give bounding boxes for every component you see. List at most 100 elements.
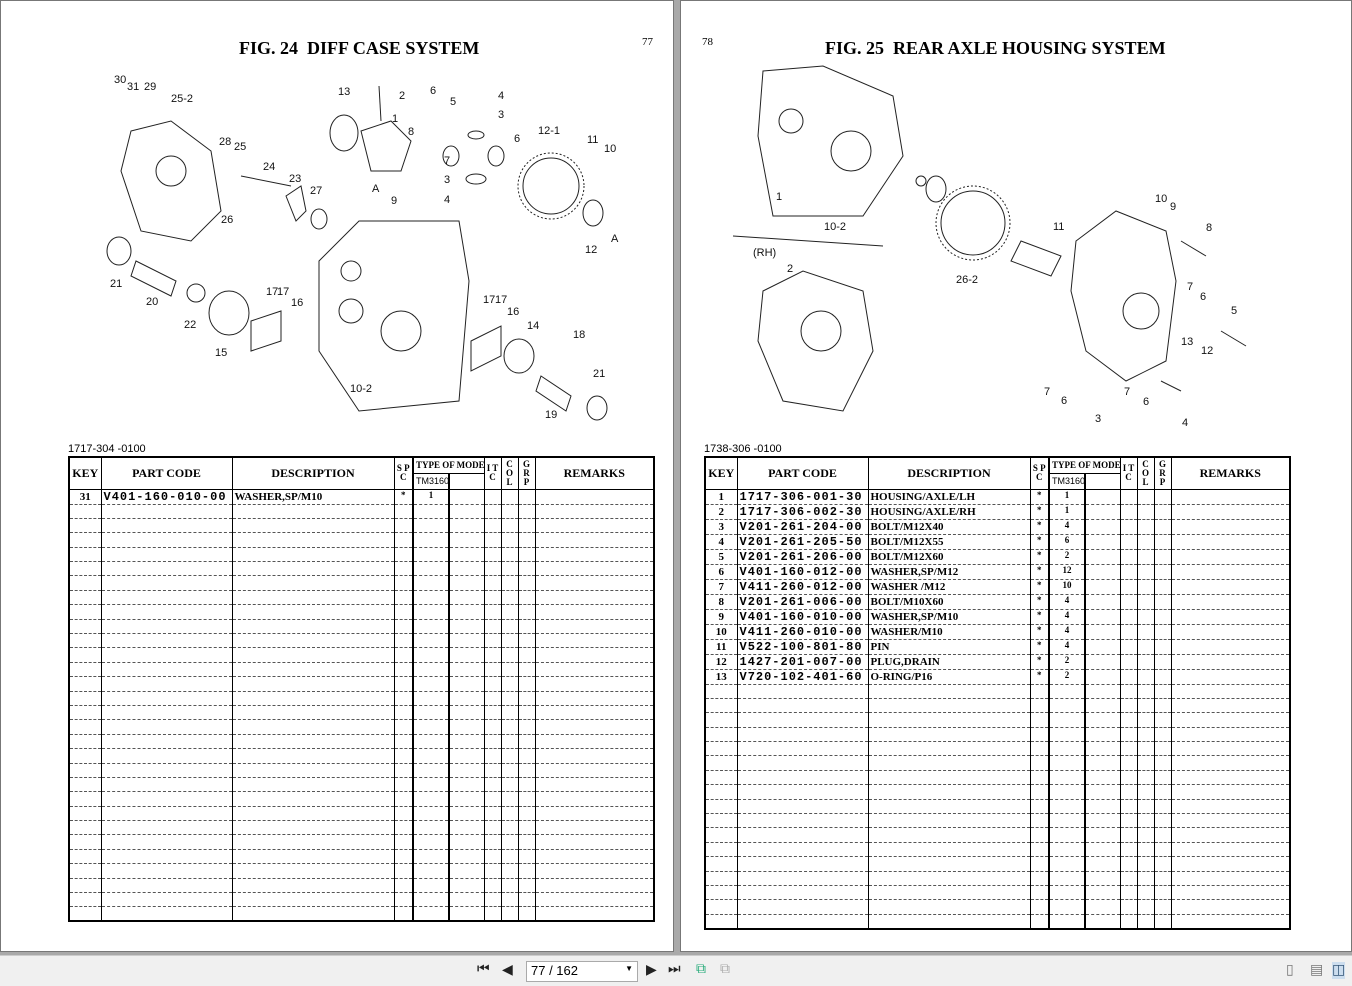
callout-label: 2 [787, 263, 794, 275]
callout-label: 10 [1155, 193, 1168, 205]
key-cell: 12 [704, 654, 738, 670]
last-page-icon[interactable]: ⏭ [668, 962, 681, 977]
table-row [704, 842, 1291, 858]
callout-label: A [372, 183, 380, 195]
next-page-icon[interactable]: ▶ [646, 963, 657, 978]
callout-label: A [611, 233, 619, 245]
spc-cell: * [1029, 519, 1050, 535]
table-row [68, 892, 655, 908]
continuous-icon[interactable]: ▤ [1310, 963, 1324, 978]
table-row [68, 878, 655, 894]
table-row: 2 1717-306-002-30 HOUSING/AXLE/RH * 1 [704, 504, 1291, 520]
callout-label: 7 [1124, 386, 1131, 398]
callout-label: 6 [514, 133, 521, 145]
callout-label: 26 [221, 214, 234, 226]
table-row: 13 V720-102-401-60 O-RING/P16 * 2 [704, 669, 1291, 685]
prev-page-icon[interactable]: ◀ [502, 963, 513, 978]
callout-label: 3 [1095, 413, 1102, 425]
callout-label: 10-2 [350, 383, 373, 395]
quantity-cell: 6 [1048, 534, 1086, 550]
table-row [704, 856, 1291, 872]
part-code-cell: V201-261-204-00 [736, 519, 869, 535]
key-cell: 5 [704, 549, 738, 565]
type-of-model-header: TYPE OF MODEL [411, 457, 485, 474]
spc-cell: * [1029, 624, 1050, 640]
callout-label: 6 [430, 85, 437, 97]
description-cell: BOLT/M10X60 [867, 594, 1031, 610]
table-row: 31 V401-160-010-00 WASHER,SP/M10 * 1 [68, 489, 655, 505]
quantity-cell: 1 [1048, 504, 1086, 520]
page-number-value: 77 / 162 [531, 963, 578, 978]
callout-label: 16 [291, 297, 304, 309]
key-cell: 10 [704, 624, 738, 640]
key-header: KEY [704, 457, 738, 490]
spc-cell: * [1029, 594, 1050, 610]
callout-label: 13 [338, 86, 351, 98]
part-code-cell: V720-102-401-60 [736, 669, 869, 685]
table-row: 11 V522-100-801-80 PIN * 4 [704, 639, 1291, 655]
table-row [704, 914, 1291, 930]
first-page-icon[interactable]: ⏮ [477, 962, 490, 977]
callout-label: 28 [219, 136, 232, 148]
table-row [68, 834, 655, 850]
quantity-cell: 2 [1048, 549, 1086, 565]
callout-label: 15 [215, 347, 228, 359]
callout-label: 9 [391, 195, 398, 207]
callout-label: 1 [392, 113, 399, 125]
callout-label: 17 [277, 286, 290, 298]
spc-header: S P C [393, 457, 414, 490]
table-row [68, 633, 655, 649]
callout-label: 17 [495, 294, 508, 306]
two-page-icon[interactable]: ◫ [1332, 962, 1346, 979]
callout-label: 4 [444, 194, 451, 206]
table-row: 9 V401-160-010-00 WASHER,SP/M10 * 4 [704, 609, 1291, 625]
table-row [68, 532, 655, 548]
callout-label: 11 [587, 134, 599, 146]
col-header: C O L [1136, 457, 1155, 490]
dropdown-arrow-icon[interactable]: ▼ [625, 964, 633, 973]
spc-cell: * [1029, 489, 1050, 505]
table-row [704, 712, 1291, 728]
part-code-header: PART CODE [100, 457, 233, 490]
document-number: 1738-306 -0100 [704, 443, 782, 455]
part-code-cell: V201-261-205-50 [736, 534, 869, 550]
quantity-cell: 12 [1048, 564, 1086, 580]
table-row [68, 763, 655, 778]
spc-cell: * [1029, 534, 1050, 550]
spc-cell: * [1029, 504, 1050, 520]
forward-view-icon[interactable]: ⧉ [720, 962, 730, 977]
callout-label: 12 [585, 244, 598, 256]
back-view-icon[interactable]: ⧉ [696, 962, 706, 977]
table-row [704, 885, 1291, 901]
description-cell: PLUG,DRAIN [867, 654, 1031, 670]
table-row: 6 V401-160-012-00 WASHER,SP/M12 * 12 [704, 564, 1291, 580]
table-row [704, 784, 1291, 800]
part-code-header: PART CODE [736, 457, 869, 490]
spc-cell: * [1029, 579, 1050, 595]
description-cell: HOUSING/AXLE/RH [867, 504, 1031, 520]
spc-cell: * [1029, 549, 1050, 565]
part-code-cell: 1717-306-001-30 [736, 489, 869, 505]
callout-label: 3 [498, 109, 505, 121]
single-page-icon[interactable]: ▯ [1286, 963, 1294, 978]
part-code-cell: V401-160-012-00 [736, 564, 869, 580]
key-cell: 13 [704, 669, 738, 685]
spc-cell: * [1029, 654, 1050, 670]
callout-label: 6 [1200, 291, 1207, 303]
callout-label: 9 [1170, 201, 1177, 213]
model-header: TM3160 [412, 473, 450, 490]
key-cell: 11 [704, 639, 738, 655]
callout-label: 26-2 [956, 274, 979, 286]
callout-label: 16 [507, 306, 520, 318]
table-row: 12 1427-201-007-00 PLUG,DRAIN * 2 [704, 654, 1291, 670]
quantity-cell: 4 [1048, 624, 1086, 640]
callout-label: 6 [1143, 396, 1150, 408]
callout-label: 7 [1187, 281, 1194, 293]
page-number-field[interactable]: 77 / 162 ▼ [526, 961, 638, 982]
table-row [68, 691, 655, 706]
table-row [68, 561, 655, 577]
remarks-header: REMARKS [534, 457, 655, 490]
callout-label: 29 [144, 81, 157, 93]
table-row [704, 755, 1291, 771]
table-row [704, 871, 1291, 886]
